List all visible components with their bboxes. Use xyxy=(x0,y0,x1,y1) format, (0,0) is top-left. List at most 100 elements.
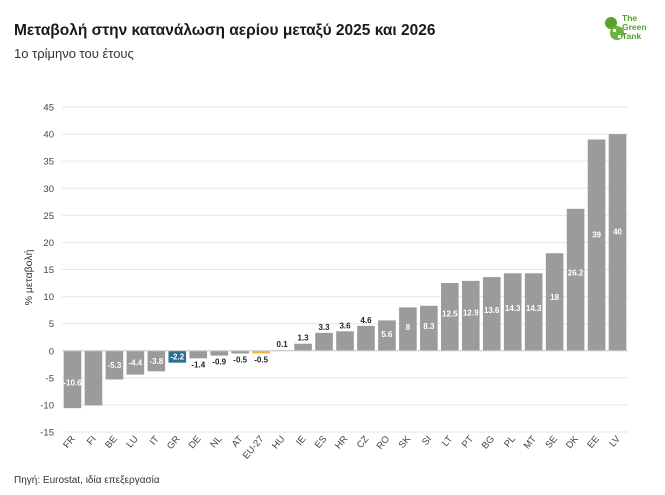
the-green-tank-logo xyxy=(604,14,650,48)
y-tick-label: 35 xyxy=(43,157,54,168)
data-label: 4.6 xyxy=(360,316,372,325)
source-note: Πηγή: Eurostat, ιδία επεξεργασία xyxy=(14,475,160,486)
data-label: 5.6 xyxy=(381,330,393,339)
bar-mt xyxy=(524,273,543,351)
bar-sk xyxy=(399,307,417,351)
data-label: -0.9 xyxy=(212,358,226,367)
chart-title: Μεταβολή στην κατανάλωση αερίου μεταξύ 2… xyxy=(14,22,436,39)
chart-subtitle: 1ο τρίμηνο του έτους xyxy=(14,46,134,61)
data-label: -3.8 xyxy=(149,357,163,366)
bar-ie xyxy=(294,343,312,351)
data-label: 3.3 xyxy=(318,323,330,332)
data-label: 26.2 xyxy=(568,269,584,278)
data-label: -2.2 xyxy=(170,353,184,362)
logo-line-3: Tank xyxy=(622,31,642,41)
bar-cz xyxy=(357,325,375,351)
data-label: 12.9 xyxy=(463,308,479,317)
x-tick-label: IE xyxy=(294,434,308,448)
y-tick-label: 25 xyxy=(43,211,54,222)
x-tick-label: PL xyxy=(502,434,518,450)
data-label: 14.3 xyxy=(526,304,542,313)
x-tick-label: GR xyxy=(165,434,183,452)
x-tick-label: CZ xyxy=(355,434,372,451)
bar-pl xyxy=(503,273,522,351)
x-tick-label: BG xyxy=(480,434,497,452)
data-label: 3.6 xyxy=(339,321,351,330)
x-tick-label: DE xyxy=(187,434,204,451)
bar-at xyxy=(231,350,249,354)
bar-hr xyxy=(336,331,354,351)
bar-lu xyxy=(126,350,145,375)
y-tick-label: -5 xyxy=(46,373,54,384)
x-tick-label: LV xyxy=(607,433,623,449)
bar-es xyxy=(315,332,333,351)
bar-nl xyxy=(210,350,229,356)
bar-ee xyxy=(587,139,606,351)
y-tick-label: 15 xyxy=(43,265,54,276)
logo-line-1: The xyxy=(622,13,638,23)
data-label: 14.3 xyxy=(505,304,521,313)
x-tick-label: AT xyxy=(230,434,246,450)
bar-de xyxy=(189,350,208,359)
x-tick-label: NL xyxy=(208,434,224,450)
data-label: 8.3 xyxy=(423,322,435,331)
bar-si xyxy=(420,305,438,351)
x-tick-label: LU xyxy=(124,434,140,450)
bar-fi xyxy=(84,350,103,406)
bar-lt xyxy=(441,283,459,351)
y-tick-label: -10 xyxy=(40,400,54,411)
y-tick-label: 5 xyxy=(49,319,54,330)
x-tick-label: PT xyxy=(460,434,476,451)
y-tick-label: 40 xyxy=(43,130,54,141)
x-tick-label: ES xyxy=(313,434,330,451)
bar-pt xyxy=(461,280,480,351)
x-tick-label: SK xyxy=(397,433,414,450)
y-tick-label: -15 xyxy=(40,428,54,439)
bar-fr xyxy=(63,350,82,409)
x-tick-label: HR xyxy=(333,434,350,452)
logo-line-2: Green xyxy=(622,22,647,32)
bar-lv xyxy=(608,134,627,351)
data-label: -5.3 xyxy=(108,361,122,370)
x-tick-label: SE xyxy=(543,434,560,451)
data-label: 8 xyxy=(406,323,411,332)
data-label: 18 xyxy=(550,293,559,302)
y-tick-label: 0 xyxy=(49,346,54,357)
logo-text: The Green Tank xyxy=(622,14,647,41)
y-tick-label: 45 xyxy=(43,103,54,114)
bar-ro xyxy=(378,320,396,351)
bar-eu-27 xyxy=(252,350,270,354)
data-label: 40 xyxy=(613,228,622,237)
bar-bg xyxy=(482,277,501,351)
data-label: 0.1 xyxy=(277,340,289,349)
x-tick-label: HU xyxy=(270,434,287,452)
x-tick-label: IT xyxy=(148,434,162,448)
y-tick-label: 30 xyxy=(43,184,54,195)
bar-gr xyxy=(168,350,187,363)
data-label: 12.5 xyxy=(442,310,458,319)
logo-leaf-icon xyxy=(605,17,624,41)
data-label: -0.5 xyxy=(233,355,247,364)
x-tick-label: FI xyxy=(85,434,99,448)
x-tick-label: LT xyxy=(440,434,455,449)
data-label: -10.6 xyxy=(63,378,82,387)
data-label: -1.4 xyxy=(191,360,205,369)
y-tick-label: 20 xyxy=(43,238,54,249)
x-tick-label: DK xyxy=(564,433,581,451)
bar-be xyxy=(105,350,124,380)
bar-it xyxy=(147,350,166,372)
data-label: 39 xyxy=(592,231,601,240)
x-tick-label: EU-27 xyxy=(241,434,267,462)
data-label: 13.6 xyxy=(484,306,500,315)
y-axis-label: % μεταβολή xyxy=(23,249,35,305)
x-tick-label: EE xyxy=(585,434,602,451)
data-label: -0.5 xyxy=(254,355,268,364)
data-label: 1.3 xyxy=(298,334,310,343)
bar-se xyxy=(545,253,564,351)
y-tick-label: 10 xyxy=(43,292,54,303)
x-tick-label: FR xyxy=(61,434,78,451)
bar-dk xyxy=(566,208,585,351)
x-tick-label: SI xyxy=(420,434,434,448)
x-tick-label: MT xyxy=(522,434,539,452)
